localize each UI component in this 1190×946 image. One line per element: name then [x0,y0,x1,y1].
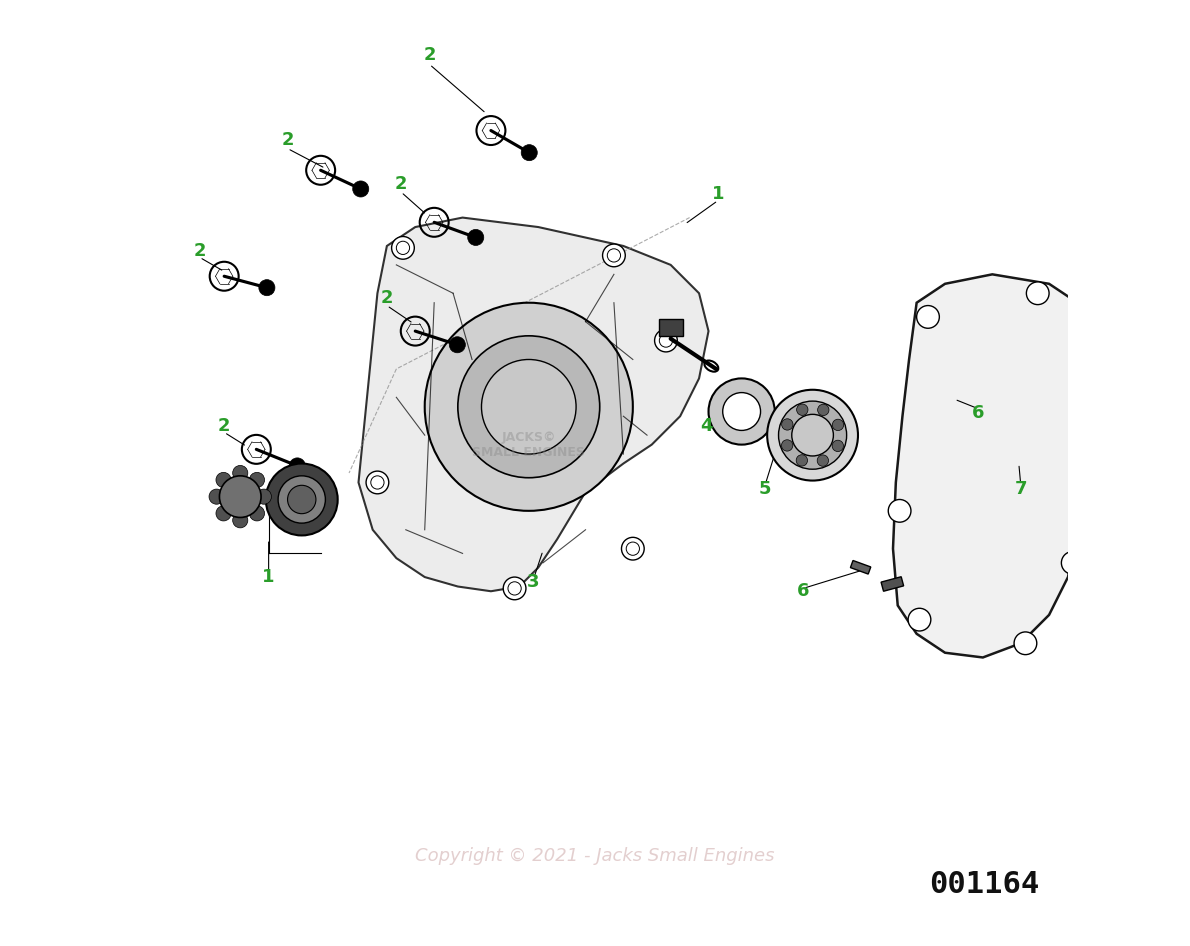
Polygon shape [358,218,708,591]
Circle shape [289,458,306,474]
Circle shape [1027,282,1050,305]
Circle shape [621,537,644,560]
Circle shape [209,489,224,504]
Circle shape [450,337,465,353]
Circle shape [654,329,677,352]
Text: 2: 2 [424,45,436,64]
Circle shape [259,280,275,296]
Circle shape [367,471,389,494]
Text: 1: 1 [712,184,725,203]
Circle shape [768,390,858,481]
Text: 4: 4 [701,416,713,435]
Circle shape [233,513,248,528]
Text: 6: 6 [797,582,809,601]
Text: 6: 6 [972,404,984,423]
Circle shape [468,229,484,245]
Circle shape [392,236,414,259]
Circle shape [288,485,315,514]
Circle shape [782,440,793,451]
Circle shape [722,393,760,430]
Text: 2: 2 [281,131,294,149]
Bar [881,577,903,591]
Text: 2: 2 [218,416,231,435]
Circle shape [818,404,829,415]
Circle shape [796,404,808,415]
Circle shape [425,303,633,511]
Bar [851,560,871,574]
Circle shape [256,489,271,504]
Circle shape [482,359,576,454]
Text: 5: 5 [759,480,771,499]
Circle shape [708,378,775,445]
Circle shape [888,499,912,522]
Circle shape [791,414,833,456]
Circle shape [233,465,248,481]
Circle shape [215,472,231,487]
Circle shape [778,401,846,469]
Text: Copyright © 2021 - Jacks Small Engines: Copyright © 2021 - Jacks Small Engines [415,847,775,866]
Text: 001164: 001164 [929,869,1040,899]
Text: 2: 2 [193,241,206,260]
Bar [659,319,683,336]
Circle shape [832,419,844,430]
Text: 2: 2 [381,289,393,307]
Circle shape [1061,552,1084,574]
Text: 1: 1 [262,568,275,587]
Circle shape [219,476,261,517]
Circle shape [215,506,231,521]
Circle shape [796,455,808,466]
Circle shape [916,306,939,328]
Circle shape [521,145,537,161]
Circle shape [782,419,793,430]
Circle shape [832,440,844,451]
Circle shape [1014,632,1036,655]
Circle shape [352,181,369,197]
Polygon shape [892,274,1096,657]
Circle shape [265,464,338,535]
Circle shape [1071,386,1094,409]
Circle shape [602,244,625,267]
Circle shape [458,336,600,478]
Text: 2: 2 [395,175,407,194]
Circle shape [503,577,526,600]
Circle shape [278,476,325,523]
Circle shape [250,472,264,487]
Text: JACKS©
SMALL ENGINES: JACKS© SMALL ENGINES [472,430,585,459]
Text: 3: 3 [527,572,540,591]
Circle shape [250,506,264,521]
Text: 7: 7 [1014,480,1027,499]
Circle shape [818,455,828,466]
Circle shape [908,608,931,631]
